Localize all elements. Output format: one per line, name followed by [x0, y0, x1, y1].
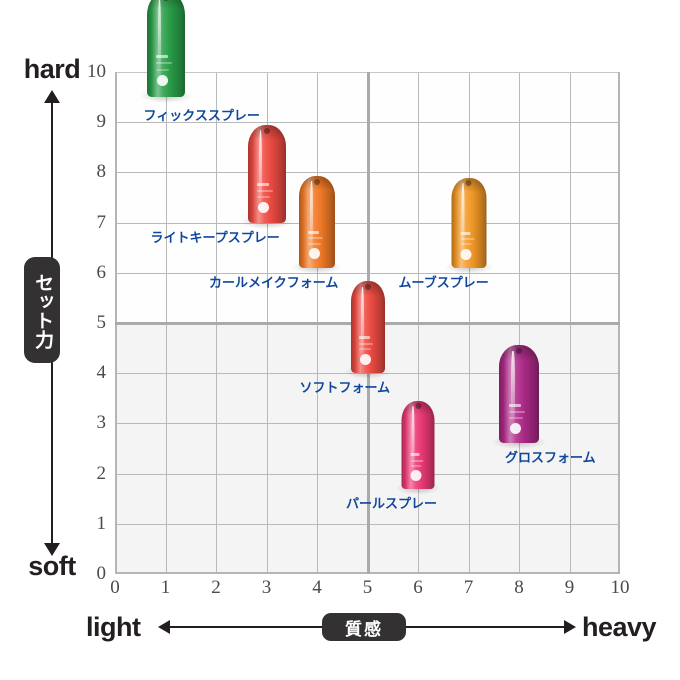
- y-tick-4: 4: [96, 362, 107, 384]
- bottle-label-line: [156, 55, 168, 59]
- arrow-left-icon: [158, 620, 170, 634]
- bottle-cap-shadow: [451, 177, 486, 193]
- bottle-cap-shadow: [401, 400, 435, 415]
- bottle-brand-logo-icon: [359, 353, 371, 365]
- bottle-brand-logo-icon: [156, 75, 168, 87]
- x-tick-10: 10: [610, 577, 630, 598]
- product-label: カールメイクフォーム: [209, 274, 339, 290]
- product-label: ソフトフォーム: [299, 380, 391, 396]
- bottle-brand-logo-icon: [410, 470, 422, 482]
- y-tick-8: 8: [96, 161, 107, 183]
- bottle-highlight: [157, 0, 162, 81]
- bottle-brand-logo-icon: [257, 202, 269, 213]
- x-tick-6: 6: [413, 577, 423, 598]
- product-label: パールスプレー: [346, 495, 438, 511]
- bottle-brand-logo-icon: [308, 248, 320, 260]
- y-tick-5: 5: [96, 312, 107, 333]
- x-tick-7: 7: [463, 577, 474, 598]
- arrow-right-icon: [564, 620, 576, 634]
- y-tick-7: 7: [96, 211, 107, 233]
- bottle-label-line: [257, 183, 269, 187]
- bottle-cap-shadow: [146, 0, 185, 9]
- axis-label-soft: soft: [28, 551, 76, 581]
- bottle-label-line: [410, 459, 424, 462]
- y-tick-1: 1: [96, 512, 107, 534]
- axis-label-light: light: [86, 612, 141, 642]
- bottle-nozzle-icon: [263, 127, 270, 134]
- bottle-body: [451, 177, 486, 268]
- bottle-highlight: [258, 130, 263, 207]
- bottle-body: [499, 345, 539, 444]
- bottle-nozzle-icon: [516, 348, 522, 355]
- bottle-label-line: [410, 464, 422, 467]
- bottle-highlight: [411, 405, 415, 475]
- x-tick-3: 3: [261, 577, 272, 598]
- arrow-down-icon: [44, 543, 60, 556]
- bottle-label-line: [509, 411, 526, 414]
- y-tick-9: 9: [96, 111, 107, 133]
- product-label: グロスフォーム: [505, 450, 596, 466]
- bottle-cap-shadow: [499, 345, 539, 362]
- bottle-label-line: [460, 243, 472, 246]
- bottle-nozzle-icon: [162, 0, 169, 2]
- bottle-label-line: [460, 231, 471, 235]
- x-tick-5: 5: [362, 577, 373, 598]
- axis-label-heavy: heavy: [582, 612, 657, 642]
- bottle-highlight: [461, 183, 465, 254]
- product-label: ムーブスプレー: [398, 274, 489, 290]
- bottle-label-line: [359, 342, 373, 345]
- bottle-body: [247, 124, 286, 223]
- horizontal-axis-badge: 質感: [322, 613, 406, 641]
- y-tick-10: 10: [87, 61, 106, 82]
- bottle-label-line: [308, 237, 323, 240]
- bottle-highlight: [309, 181, 314, 254]
- x-tick-4: 4: [312, 577, 322, 598]
- bottle-label-line: [509, 417, 523, 419]
- x-tick-8: 8: [514, 577, 524, 598]
- bottle-brand-logo-icon: [509, 422, 521, 434]
- bottle-nozzle-icon: [364, 283, 371, 290]
- vertical-axis-badge-label: セット力: [32, 272, 54, 349]
- bottle-highlight: [360, 286, 364, 359]
- bottle-cap-shadow: [350, 281, 385, 296]
- bottle-label-line: [308, 230, 320, 234]
- bottle-cap-shadow: [299, 175, 335, 191]
- y-tick-2: 2: [96, 462, 107, 484]
- y-tick-6: 6: [96, 261, 107, 283]
- x-tick-2: 2: [211, 577, 221, 598]
- product-label: ライトキープスプレー: [150, 229, 280, 245]
- bottle-nozzle-icon: [465, 180, 472, 187]
- product-label: フィックススプレー: [143, 108, 260, 124]
- bottle-label-line: [359, 348, 371, 351]
- bottle-label-line: [410, 453, 420, 457]
- bottle-body: [401, 400, 435, 489]
- y-tick-0: 0: [96, 563, 107, 584]
- bottle-label-line: [156, 62, 172, 65]
- bottle-body: [146, 0, 185, 98]
- bottle-label-line: [460, 238, 475, 241]
- axis-label-hard: hard: [23, 54, 81, 84]
- bottle-cap-shadow: [247, 124, 286, 141]
- bottle-label-line: [257, 196, 271, 199]
- y-tick-3: 3: [96, 412, 107, 434]
- bottle-label-line: [359, 336, 370, 340]
- bottle-label-line: [509, 404, 522, 408]
- bottle-label-line: [308, 242, 321, 245]
- bottle-highlight: [511, 351, 515, 428]
- x-tick-9: 9: [564, 577, 575, 598]
- bottle-nozzle-icon: [314, 178, 320, 185]
- bottle-brand-logo-icon: [460, 248, 472, 260]
- arrow-up-icon: [44, 90, 60, 103]
- x-tick-1: 1: [160, 577, 171, 598]
- x-tick-0: 0: [110, 577, 120, 598]
- bottle-body: [299, 175, 335, 268]
- vertical-axis-badge: セット力: [24, 257, 60, 363]
- bottle-body: [350, 281, 385, 374]
- bottle-nozzle-icon: [415, 403, 421, 410]
- bottle-label-line: [257, 190, 273, 193]
- bottle-label-line: [156, 68, 170, 71]
